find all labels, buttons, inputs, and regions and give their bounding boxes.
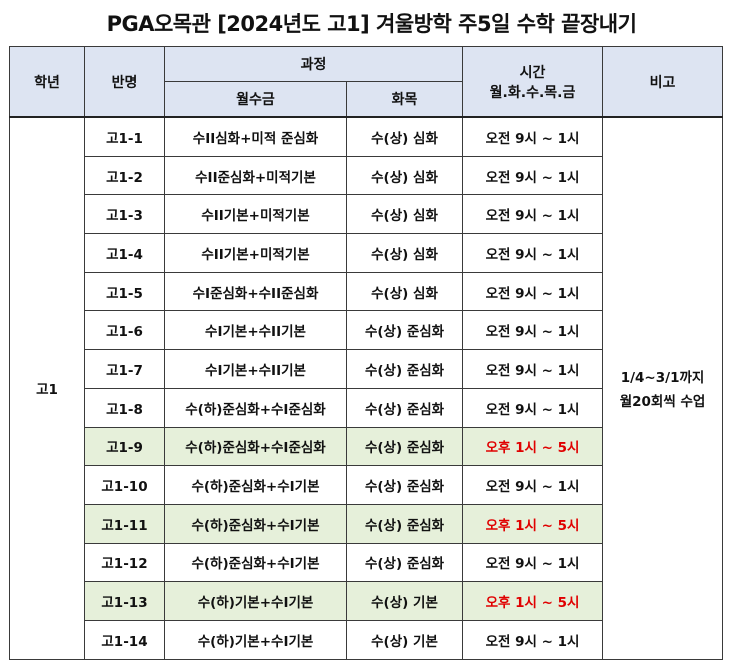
mwf-course-cell: 수I기본+수II기본 <box>164 310 347 351</box>
tue-thu-course-cell: 수(상) 심화 <box>345 233 464 273</box>
table-row: 고1-3 수II기본+미적기본 수(상) 심화 오전 9시 ~ 1시 <box>10 194 723 235</box>
header-note: 비고 <box>602 46 724 118</box>
table-row: 고1-4 수II기본+미적기본 수(상) 심화 오전 9시 ~ 1시 <box>10 233 723 273</box>
tue-thu-course-cell: 수(상) 준심화 <box>345 503 464 544</box>
time-cell: 오전 9시 ~ 1시 <box>462 116 604 157</box>
class-cell: 고1-3 <box>84 194 165 235</box>
time-cell: 오전 9시 ~ 1시 <box>462 155 604 196</box>
mwf-course-cell: 수II준심화+미적기본 <box>164 155 347 196</box>
mwf-course-cell: 수(하)기본+수I기본 <box>164 619 347 660</box>
class-cell: 고1-11 <box>84 503 165 544</box>
table-row: 고1-13 수(하)기본+수I기본 수(상) 기본 오후 1시 ~ 5시 <box>10 581 723 621</box>
time-cell: 오전 9시 ~ 1시 <box>462 349 604 389</box>
schedule-table: 학년 반명 과정 시간 월.화.수.목.금 비고 월수금 화목 고1 고1-1 수I… <box>9 46 724 660</box>
time-cell: 오전 9시 ~ 1시 <box>462 619 604 660</box>
time-cell: 오후 1시 ~ 5시 <box>462 503 604 544</box>
header-grade: 학년 <box>9 46 85 118</box>
tue-thu-course-cell: 수(상) 심화 <box>345 271 464 312</box>
tue-thu-course-cell: 수(상) 준심화 <box>345 310 464 351</box>
tue-thu-course-cell: 수(상) 심화 <box>345 155 464 196</box>
class-cell: 고1-6 <box>84 310 165 351</box>
tue-thu-course-cell: 수(상) 준심화 <box>345 542 464 583</box>
table-row: 고1-12 수(하)준심화+수I기본 수(상) 준심화 오전 9시 ~ 1시 <box>10 542 723 583</box>
table-row: 고1-2 수II준심화+미적기본 수(상) 심화 오전 9시 ~ 1시 <box>10 155 723 196</box>
mwf-course-cell: 수(하)준심화+수I기본 <box>164 465 347 505</box>
header-mwf: 월수금 <box>164 81 347 118</box>
header-course: 과정 <box>163 46 464 82</box>
table-row: 고1-10 수(하)준심화+수I기본 수(상) 준심화 오전 9시 ~ 1시 <box>10 465 723 505</box>
class-cell: 고1-12 <box>84 542 165 583</box>
table-row: 고1-5 수I준심화+수II준심화 수(상) 심화 오전 9시 ~ 1시 <box>10 271 723 312</box>
class-cell: 고1-10 <box>84 465 165 505</box>
class-cell: 고1-7 <box>84 349 165 389</box>
class-cell: 고1-5 <box>84 271 165 312</box>
time-cell: 오후 1시 ~ 5시 <box>462 581 604 621</box>
mwf-course-cell: 수(하)준심화+수I준심화 <box>164 387 347 428</box>
mwf-course-cell: 수(하)준심화+수I기본 <box>164 542 347 583</box>
table-row: 고1-11 수(하)준심화+수I기본 수(상) 준심화 오후 1시 ~ 5시 <box>10 503 723 544</box>
grade-cell: 고1 <box>9 116 85 660</box>
table-row: 고1-14 수(하)기본+수I기본 수(상) 기본 오전 9시 ~ 1시 <box>10 619 723 660</box>
mwf-course-cell: 수II기본+미적기본 <box>164 233 347 273</box>
tue-thu-course-cell: 수(상) 준심화 <box>345 349 464 389</box>
table-row: 고1-7 수I기본+수II기본 수(상) 준심화 오전 9시 ~ 1시 <box>10 349 723 389</box>
mwf-course-cell: 수I기본+수II기본 <box>164 349 347 389</box>
table-body: 고1 고1-1 수II심화+미적 준심화 수(상) 심화 오전 9시 ~ 1시 1/4~3… <box>9 116 724 660</box>
time-cell: 오전 9시 ~ 1시 <box>462 271 604 312</box>
time-cell: 오전 9시 ~ 1시 <box>462 542 604 583</box>
header-tue-thu: 화목 <box>345 81 464 118</box>
class-cell: 고1-1 <box>84 116 165 157</box>
mwf-course-cell: 수II기본+미적기본 <box>164 194 347 235</box>
header-time-line2: 월.화.수.목.금 <box>489 84 576 101</box>
class-cell: 고1-14 <box>84 619 165 660</box>
table-row: 고1-9 수(하)준심화+수I준심화 수(상) 준심화 오후 1시 ~ 5시 <box>10 426 723 467</box>
table-header: 학년 반명 과정 시간 월.화.수.목.금 비고 월수금 화목 <box>9 46 724 118</box>
tue-thu-course-cell: 수(상) 준심화 <box>345 387 464 428</box>
mwf-course-cell: 수(하)준심화+수I준심화 <box>164 426 347 467</box>
time-cell: 오전 9시 ~ 1시 <box>462 310 604 351</box>
mwf-course-cell: 수I준심화+수II준심화 <box>164 271 347 312</box>
time-cell: 오전 9시 ~ 1시 <box>462 465 604 505</box>
class-cell: 고1-9 <box>84 426 165 467</box>
mwf-course-cell: 수(하)기본+수I기본 <box>164 581 347 621</box>
class-cell: 고1-13 <box>84 581 165 621</box>
header-time-line1: 시간 <box>519 64 546 81</box>
tue-thu-course-cell: 수(상) 심화 <box>345 194 464 235</box>
page-title: PGA오목관 [2024년도 고1] 겨울방학 주5일 수학 끝장내기 <box>106 12 637 36</box>
tue-thu-course-cell: 수(상) 준심화 <box>345 465 464 505</box>
note-line2: 월20회씩 수업 <box>619 394 706 411</box>
mwf-course-cell: 수(하)준심화+수I기본 <box>164 503 347 544</box>
header-time: 시간 월.화.수.목.금 <box>462 46 604 118</box>
header-class: 반명 <box>84 46 165 118</box>
time-cell: 오전 9시 ~ 1시 <box>462 387 604 428</box>
class-cell: 고1-4 <box>84 233 165 273</box>
table-row: 고1-8 수(하)준심화+수I준심화 수(상) 준심화 오전 9시 ~ 1시 <box>10 387 723 428</box>
tue-thu-course-cell: 수(상) 기본 <box>345 581 464 621</box>
tue-thu-course-cell: 수(상) 준심화 <box>345 426 464 467</box>
time-cell: 오후 1시 ~ 5시 <box>462 426 604 467</box>
tue-thu-course-cell: 수(상) 기본 <box>345 619 464 660</box>
table-row: 고1 고1-1 수II심화+미적 준심화 수(상) 심화 오전 9시 ~ 1시 1/4~3… <box>9 116 724 660</box>
time-cell: 오전 9시 ~ 1시 <box>462 233 604 273</box>
mwf-course-cell: 수II심화+미적 준심화 <box>164 116 347 157</box>
tue-thu-course-cell: 수(상) 심화 <box>345 116 464 157</box>
class-cell: 고1-2 <box>84 155 165 196</box>
note-line1: 1/4~3/1까지 <box>620 370 705 387</box>
table-row: 고1-6 수I기본+수II기본 수(상) 준심화 오전 9시 ~ 1시 <box>10 310 723 351</box>
class-cell: 고1-8 <box>84 387 165 428</box>
time-cell: 오전 9시 ~ 1시 <box>462 194 604 235</box>
